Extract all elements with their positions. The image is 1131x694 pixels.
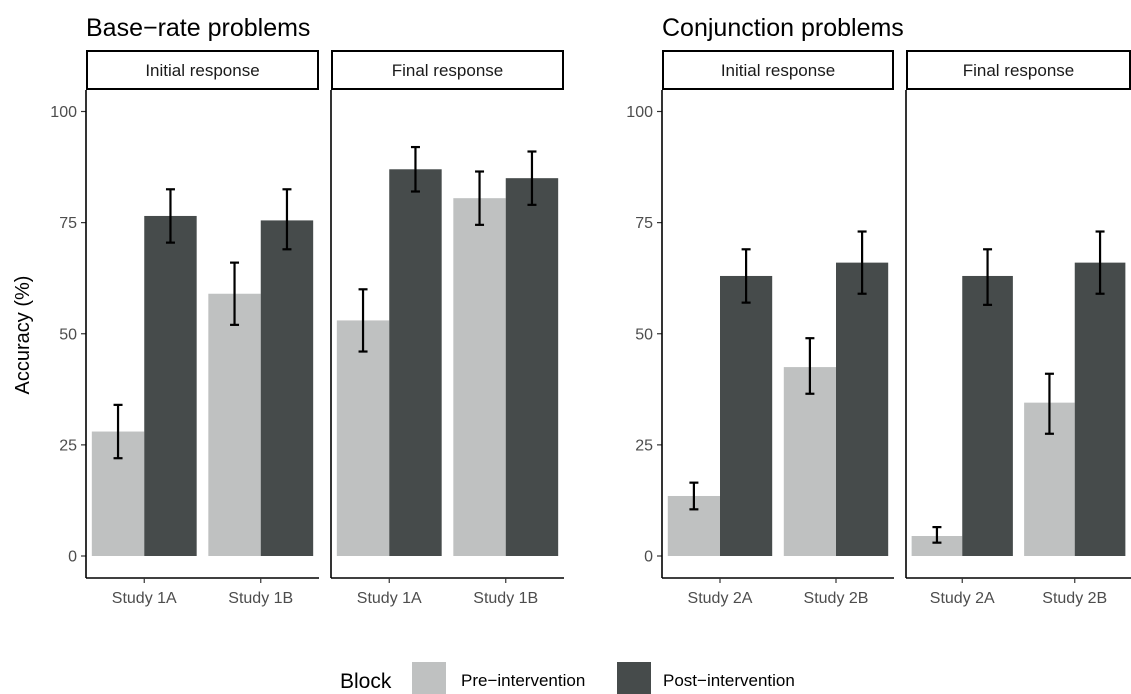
error-bar	[410, 145, 420, 193]
error-bar	[741, 248, 751, 304]
bar	[260, 220, 314, 556]
bar	[720, 275, 773, 556]
x-tick-label: Study 2B	[804, 590, 869, 607]
y-tick-label: 25	[635, 437, 653, 454]
y-tick-label: 0	[644, 549, 653, 566]
bar	[836, 262, 889, 556]
x-tick-label: Study 1A	[112, 590, 177, 607]
bar	[1074, 262, 1126, 556]
bar	[453, 198, 506, 557]
panel-title-base-rate: Base−rate problems	[86, 14, 310, 42]
x-tick-label: Study 2B	[1042, 590, 1107, 607]
bar	[783, 367, 836, 556]
error-bar	[113, 403, 123, 460]
bar	[389, 169, 442, 556]
y-axis-title: Accuracy (%)	[12, 276, 34, 395]
facet-strip-label: Final response	[963, 61, 1075, 80]
bar	[505, 178, 559, 557]
x-tick-label: Study 1B	[228, 590, 293, 607]
facet-strip	[906, 50, 1131, 90]
y-tick-label: 25	[59, 437, 77, 454]
facet-strip	[86, 50, 319, 90]
legend-label: Post−intervention	[663, 671, 795, 690]
y-tick-label: 100	[50, 104, 77, 121]
y-tick-label: 50	[635, 326, 653, 343]
panel-title-conjunction: Conjunction problems	[662, 14, 904, 42]
y-tick-label: 100	[626, 104, 653, 121]
error-bar	[475, 170, 485, 226]
error-bar	[165, 188, 175, 244]
x-tick-label: Study 2A	[930, 590, 995, 607]
x-tick-label: Study 2A	[688, 590, 753, 607]
facet-strip	[331, 50, 564, 90]
facet-strip-label: Initial response	[721, 61, 835, 80]
error-bar	[805, 337, 815, 395]
error-bar	[358, 288, 368, 353]
bar	[911, 535, 963, 556]
error-bar	[983, 248, 993, 306]
x-tick-label: Study 1B	[473, 590, 538, 607]
facet-strip-label: Initial response	[145, 61, 259, 80]
facet-strip	[662, 50, 894, 90]
legend: Block Pre−intervention Post−intervention	[340, 662, 795, 694]
legend-key	[412, 662, 446, 694]
error-bar	[857, 230, 867, 295]
error-bar	[527, 150, 537, 206]
bar	[208, 293, 261, 556]
legend-key	[617, 662, 651, 694]
x-tick-label: Study 1A	[357, 590, 422, 607]
legend-title: Block	[340, 670, 392, 693]
error-bar	[1095, 230, 1105, 295]
error-bar	[689, 481, 699, 511]
error-bar	[282, 188, 292, 251]
error-bar	[1044, 372, 1054, 435]
y-tick-label: 75	[59, 215, 77, 232]
y-tick-label: 75	[635, 215, 653, 232]
error-bar	[932, 526, 942, 544]
error-bar	[230, 261, 240, 326]
facet-strip-label: Final response	[392, 61, 504, 80]
bar	[336, 320, 390, 556]
y-tick-label: 50	[59, 326, 77, 343]
bar	[144, 215, 197, 556]
y-tick-label: 0	[68, 549, 77, 566]
bar	[962, 275, 1013, 556]
legend-label: Pre−intervention	[461, 671, 585, 690]
